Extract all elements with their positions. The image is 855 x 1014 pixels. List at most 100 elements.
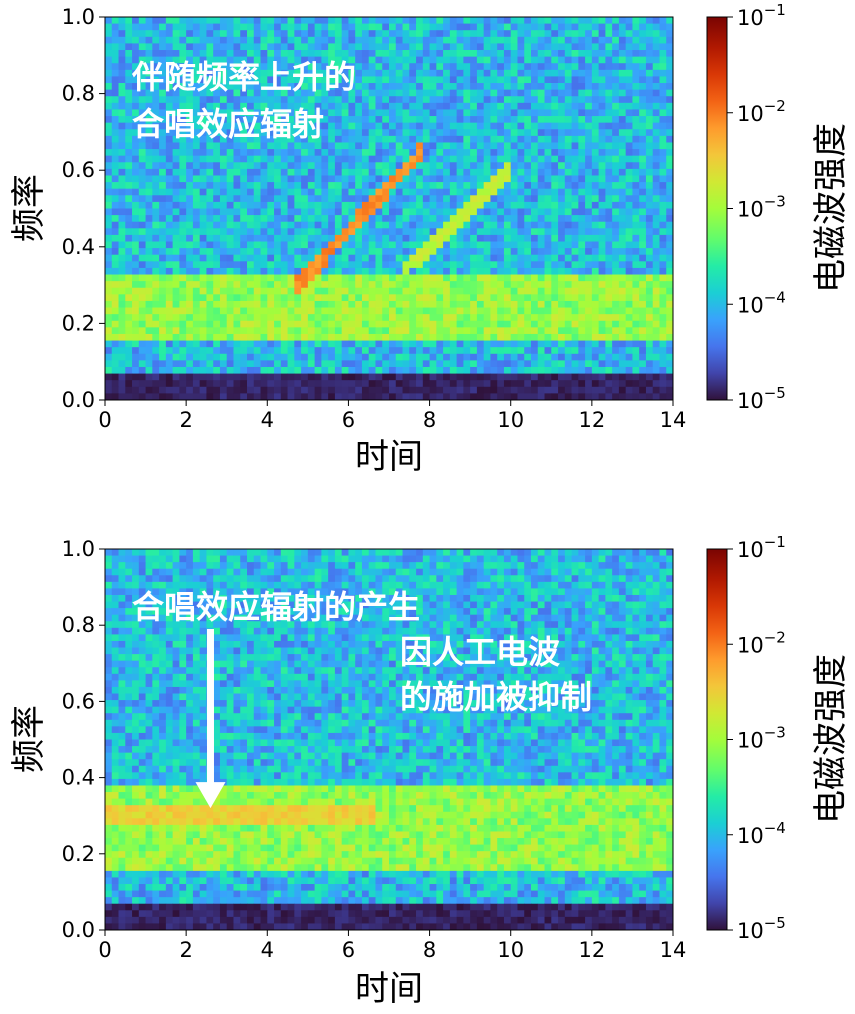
heatmap-cell [328,208,336,216]
heatmap-cell [449,63,458,71]
heatmap-cell [307,129,316,137]
heatmap-cell [389,109,397,117]
heatmap-cell [172,188,180,196]
heatmap-cell [267,50,275,58]
heatmap-cell [226,549,234,556]
heatmap-cell [111,89,119,97]
heatmap-cell [490,208,498,216]
heatmap-cell [152,360,160,368]
heatmap-cell [632,300,640,308]
heatmap-cell [301,221,309,229]
heatmap-cell [591,76,600,84]
heatmap-cell [578,241,586,249]
heatmap-cell [544,333,552,341]
heatmap-cell [389,83,397,91]
heatmap-cell [287,267,295,275]
heatmap-cell [490,109,498,117]
heatmap-cell [294,393,302,401]
heatmap-cell [544,386,552,394]
heatmap-cell [240,195,248,203]
heatmap-cell [449,380,458,388]
heatmap-cell [219,76,228,84]
heatmap-cell [233,281,241,289]
heatmap-cell [564,96,572,104]
heatmap-cell [172,122,180,130]
heatmap-cell [551,549,559,556]
heatmap-cell [395,281,403,289]
heatmap-cell [524,360,532,368]
heatmap-cell [618,175,627,183]
heatmap-cell [341,109,349,117]
heatmap-cell [517,162,525,170]
heatmap-cell [233,195,241,203]
heatmap-cell [470,23,478,31]
heatmap-cell [666,366,674,374]
heatmap-cell [503,366,512,374]
heatmap-cell [402,50,410,58]
heatmap-cell [111,122,119,130]
heatmap-cell [328,96,336,104]
heatmap-cell [422,274,430,282]
heatmap-cell [402,109,410,117]
heatmap-cell [186,300,194,308]
heatmap-cell [416,261,424,269]
heatmap-cell [105,50,113,58]
heatmap-cell [531,241,539,249]
heatmap-cell [125,36,133,44]
heatmap-cell [476,287,485,295]
heatmap-cell [510,241,518,249]
heatmap-cell [206,135,214,143]
heatmap-cell [524,208,532,216]
heatmap-cell [416,248,424,256]
heatmap-cell [253,188,261,196]
heatmap-cell [456,248,464,256]
heatmap-cell [645,30,654,38]
heatmap-cell [125,221,133,229]
heatmap-cell [314,162,322,170]
heatmap-cell [510,182,518,190]
heatmap-cell [355,248,363,256]
heatmap-cell [165,135,174,143]
heatmap-cell [585,17,593,24]
heatmap-cell [598,162,606,170]
heatmap-cell [287,241,295,249]
heatmap-cell [118,76,126,84]
heatmap-cell [219,314,228,322]
heatmap-cell [476,36,485,44]
heatmap-cell [172,294,180,302]
heatmap-cell [219,380,228,388]
heatmap-cell [490,63,498,71]
heatmap-cell [233,373,241,381]
heatmap-cell [192,182,201,190]
heatmap-cell [152,294,160,302]
heatmap-cell [585,380,593,388]
heatmap-cell [591,549,600,556]
heatmap-cell [280,254,288,262]
heatmap-cell [409,254,417,262]
heatmap-cell [213,122,221,130]
heatmap-cell [355,221,363,229]
heatmap-cell [645,36,654,44]
heatmap-cell [402,373,410,381]
heatmap-cell [389,360,397,368]
heatmap-cell [301,307,309,315]
heatmap-cell [307,307,316,315]
heatmap-cell [165,353,174,361]
heatmap-cell [395,17,403,24]
heatmap-cell [483,175,491,183]
heatmap-cell [132,380,140,388]
heatmap-cell [348,129,356,137]
heatmap-cell [605,228,613,236]
heatmap-cell [517,208,525,216]
heatmap-cell [632,340,640,348]
heatmap-cell [213,102,221,110]
heatmap-cell [368,168,376,176]
heatmap-cell [632,83,640,91]
heatmap-cell [585,333,593,341]
heatmap-cell [449,129,458,137]
heatmap-cell [307,122,316,130]
heatmap-cell [605,69,613,77]
heatmap-cell [226,340,234,348]
heatmap-cell [111,195,119,203]
heatmap-cell [409,76,417,84]
